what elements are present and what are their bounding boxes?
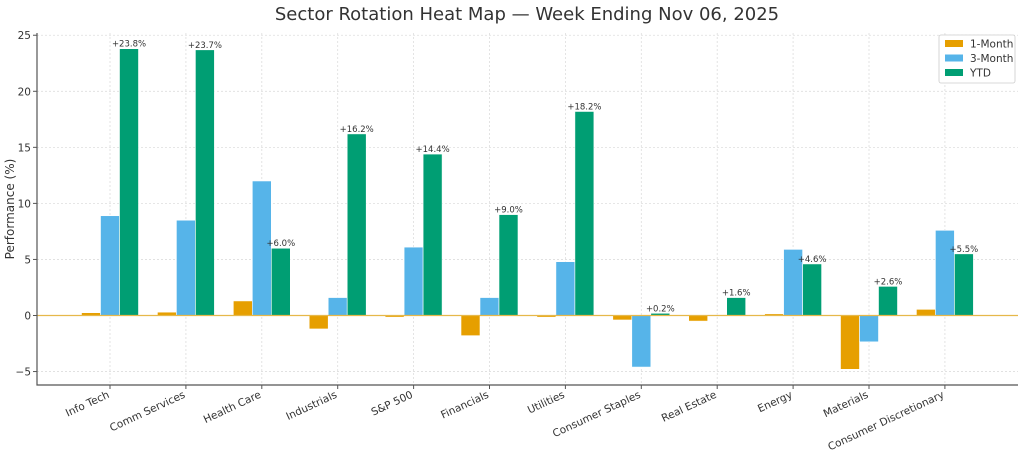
bar-3-month bbox=[555, 261, 576, 316]
bar-ytd bbox=[878, 286, 898, 316]
axes-frame bbox=[36, 33, 1018, 386]
x-tick-label: Real Estate bbox=[660, 389, 719, 425]
legend: 1-Month 3-Month YTD bbox=[938, 34, 1016, 84]
ytd-data-label: +23.8% bbox=[112, 40, 146, 50]
bar-3-month bbox=[176, 219, 196, 316]
bar-ytd bbox=[346, 133, 367, 316]
bars-group bbox=[81, 48, 974, 370]
y-tick-label: −5 bbox=[16, 367, 31, 379]
x-tick-label: Utilities bbox=[526, 389, 567, 417]
bar-1-month bbox=[233, 300, 253, 316]
bar-3-month bbox=[935, 229, 955, 316]
chart-title: Sector Rotation Heat Map — Week Ending N… bbox=[275, 4, 779, 25]
legend-label: 3-Month bbox=[970, 53, 1013, 65]
ytd-data-label: +4.6% bbox=[798, 255, 827, 265]
ytd-data-label: +1.6% bbox=[722, 289, 751, 299]
y-tick-label: 25 bbox=[18, 30, 31, 42]
y-tick-label: 15 bbox=[18, 142, 31, 154]
legend-swatch bbox=[945, 54, 963, 62]
legend-swatch bbox=[945, 40, 963, 47]
bar-ytd bbox=[195, 49, 215, 316]
y-tick-label: 20 bbox=[18, 86, 31, 98]
y-tick-label: 10 bbox=[18, 198, 31, 210]
bar-ytd bbox=[954, 253, 974, 316]
ytd-data-label: +9.0% bbox=[494, 206, 523, 216]
bar-3-month bbox=[859, 315, 879, 343]
bar-ytd bbox=[498, 214, 519, 316]
bar-ytd bbox=[119, 48, 139, 316]
x-tick-label: Materials bbox=[822, 389, 871, 420]
bar-3-month bbox=[631, 315, 652, 368]
ytd-data-label: +0.2% bbox=[646, 304, 675, 314]
bar-ytd bbox=[574, 111, 595, 316]
legend-swatch bbox=[945, 69, 963, 76]
bar-3-month bbox=[100, 215, 120, 316]
bar-1-month bbox=[612, 315, 633, 321]
ytd-data-label: +5.5% bbox=[950, 245, 979, 255]
bar-1-month bbox=[460, 315, 481, 336]
x-tick-label: Health Care bbox=[202, 389, 263, 426]
ytd-data-label: +23.7% bbox=[188, 41, 222, 51]
x-tick-label: Info Tech bbox=[64, 389, 111, 420]
legend-label: 1-Month bbox=[970, 39, 1013, 51]
bar-ytd bbox=[270, 247, 291, 316]
bar-3-month bbox=[327, 297, 348, 316]
x-tick-label: Financials bbox=[439, 389, 491, 422]
ytd-data-label: +14.4% bbox=[416, 145, 450, 155]
legend-label: YTD bbox=[969, 68, 991, 80]
bar-ytd bbox=[422, 153, 443, 316]
bar-1-month bbox=[308, 315, 329, 330]
bar-ytd bbox=[802, 263, 822, 316]
x-tick-label: Energy bbox=[756, 389, 794, 415]
data-labels-group: +23.8% +23.7% +6.0% +16.2% +14.4% +9.0% +18.2%… bbox=[112, 40, 978, 315]
bar-3-month bbox=[403, 246, 424, 316]
bar-1-month bbox=[916, 309, 936, 316]
x-tick-label: Comm Services bbox=[108, 389, 187, 434]
ytd-data-label: +16.2% bbox=[340, 125, 374, 135]
ytd-data-label: +6.0% bbox=[266, 239, 295, 249]
bar-1-month bbox=[688, 315, 709, 322]
bar-ytd bbox=[726, 297, 747, 316]
x-tick-label: S&P 500 bbox=[369, 389, 414, 419]
bar-3-month bbox=[479, 297, 500, 316]
y-axis-label: Performance (%) bbox=[3, 159, 17, 260]
y-axis-ticks: −5 0 5 10 15 20 25 bbox=[16, 30, 37, 379]
y-tick-label: 5 bbox=[24, 254, 31, 266]
x-tick-label: Industrials bbox=[284, 389, 339, 423]
ytd-data-label: +18.2% bbox=[567, 102, 601, 112]
ytd-data-label: +2.6% bbox=[874, 277, 903, 287]
y-tick-label: 0 bbox=[24, 310, 31, 322]
bar-1-month bbox=[840, 315, 860, 370]
